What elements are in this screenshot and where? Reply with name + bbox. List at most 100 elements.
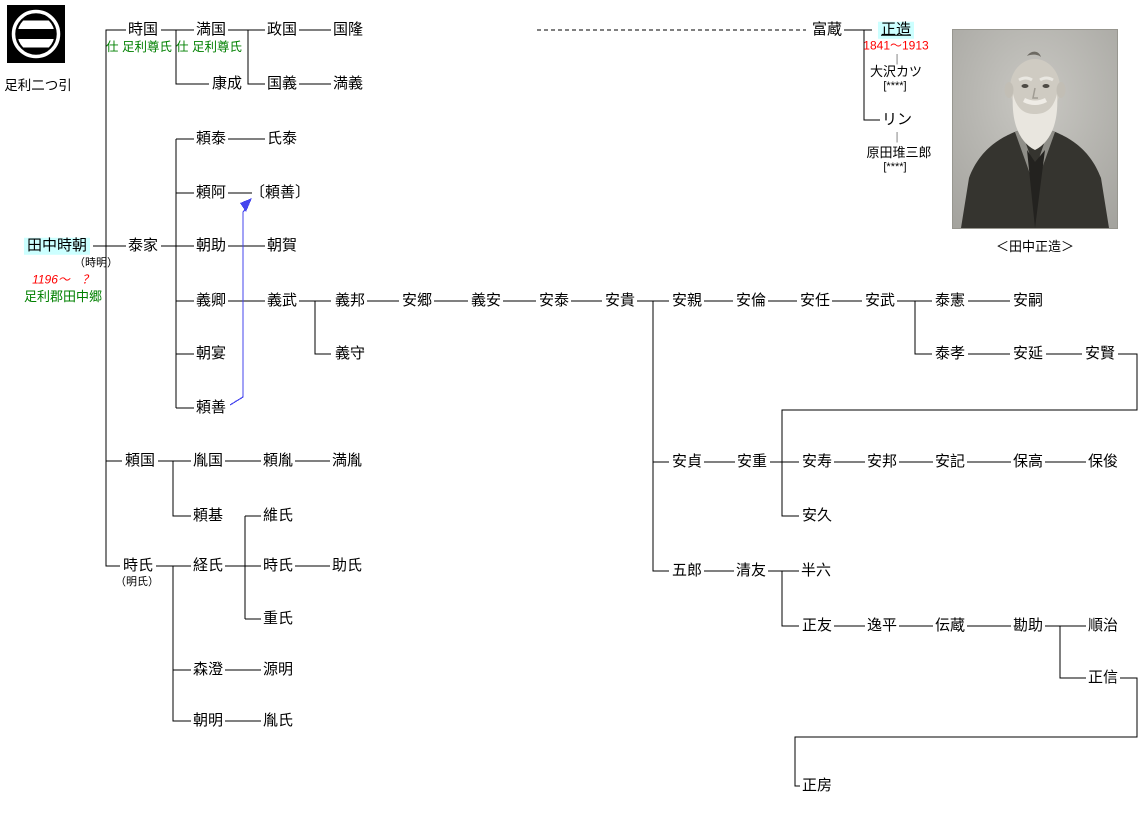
tree-line — [1059, 626, 1086, 679]
person-node: 時国 — [127, 20, 159, 38]
person-node: （時明） — [74, 256, 118, 269]
person-node: | — [895, 52, 899, 65]
person-node: 安貞 — [671, 452, 703, 470]
tree-line — [863, 30, 880, 121]
person-node: 国義 — [266, 74, 298, 92]
person-node: 頼阿 — [195, 183, 227, 201]
person-node: 頼胤 — [262, 451, 294, 469]
person-node: [****] — [883, 79, 907, 92]
person-node: 満胤 — [331, 451, 363, 469]
person-node: 泰家 — [127, 236, 159, 254]
lifespan-note: 1841〜1913 — [863, 38, 929, 53]
person-node: 正友 — [801, 616, 833, 634]
portrait-photo — [952, 29, 1118, 229]
person-node: 安貴 — [604, 291, 636, 309]
adoption-arrow-line — [229, 205, 249, 406]
person-node-tanaka-tokitomo-root: 田中時朝 — [23, 237, 91, 255]
crest-label: 足利二つ引 — [4, 78, 72, 93]
tree-line — [781, 571, 799, 627]
person-node: 朝明 — [192, 711, 224, 729]
person-node: 安親 — [671, 291, 703, 309]
person-node: 安賢 — [1084, 344, 1116, 362]
person-node: リン — [881, 110, 913, 128]
tree-line — [172, 461, 191, 517]
person-node: 朝宴 — [195, 344, 227, 362]
person-node: 義守 — [334, 344, 366, 362]
person-node-shozo-highlighted: 正造 — [877, 21, 915, 39]
person-node: 頼善 — [195, 398, 227, 416]
tree-line — [794, 677, 1138, 787]
person-node: 義卿 — [195, 291, 227, 309]
person-node: 安任 — [799, 291, 831, 309]
person-node: 〔頼善〕 — [249, 183, 311, 201]
person-node: 勘助 — [1012, 616, 1044, 634]
photo-caption: ＜田中正造＞ — [995, 239, 1074, 254]
lifespan-note: 1196〜 ？ — [32, 272, 94, 287]
person-node: 義安 — [470, 291, 502, 309]
person-node: 安泰 — [538, 291, 570, 309]
person-node: 順治 — [1087, 616, 1119, 634]
tree-line — [247, 30, 265, 85]
person-node: 義武 — [266, 291, 298, 309]
person-node: 森澄 — [192, 660, 224, 678]
person-node: 維氏 — [262, 506, 294, 524]
person-node: 朝賀 — [266, 236, 298, 254]
tree-line — [314, 301, 331, 355]
person-node: 安郷 — [401, 291, 433, 309]
person-node: 頼基 — [192, 506, 224, 524]
person-node: 安武 — [864, 291, 896, 309]
person-node: 胤氏 — [262, 711, 294, 729]
person-node: 頼泰 — [195, 129, 227, 147]
person-node: （明氏） — [115, 575, 159, 588]
person-node: | — [895, 130, 899, 143]
person-node: 朝助 — [195, 236, 227, 254]
person-node: 清友 — [735, 561, 767, 579]
ashikaga-crest-icon — [7, 5, 65, 63]
place-note: 足利郡田中郷 — [23, 288, 103, 304]
person-node: 仕 足利尊氏 — [176, 40, 242, 55]
tree-line — [652, 301, 669, 572]
person-node: 安重 — [736, 452, 768, 470]
person-node: 安記 — [934, 452, 966, 470]
person-node: 仕 足利尊氏 — [106, 40, 172, 55]
person-node: 経氏 — [192, 556, 224, 574]
spouse-node: 大沢カツ — [869, 63, 923, 79]
person-node: 源明 — [262, 660, 294, 678]
tree-line — [105, 29, 126, 567]
tree-line — [175, 30, 209, 85]
tree-line — [781, 353, 1138, 517]
person-node: 時氏 — [122, 556, 154, 574]
person-node: 義邦 — [334, 291, 366, 309]
person-node: 政国 — [266, 20, 298, 38]
person-node: 泰孝 — [934, 344, 966, 362]
tree-line — [172, 566, 191, 722]
person-node: 正信 — [1087, 668, 1119, 686]
person-node: 胤国 — [192, 451, 224, 469]
person-node: 半六 — [800, 561, 832, 579]
person-node: 正房 — [801, 776, 833, 794]
person-node: 助氏 — [331, 556, 363, 574]
person-node: 時氏 — [262, 556, 294, 574]
spouse-node: 原田琟三郎 — [866, 144, 932, 160]
person-node: 満義 — [332, 74, 364, 92]
adoption-arrow-head — [240, 198, 252, 212]
person-node: 逸平 — [866, 616, 898, 634]
person-node: [****] — [883, 160, 907, 173]
person-node: 安久 — [801, 506, 833, 524]
tree-line — [914, 301, 932, 355]
person-node: 保俊 — [1087, 452, 1119, 470]
person-node: 国隆 — [332, 20, 364, 38]
person-node: 安寿 — [801, 452, 833, 470]
person-node: 安嗣 — [1012, 291, 1044, 309]
person-node: 五郎 — [671, 561, 703, 579]
person-node: 保高 — [1012, 452, 1044, 470]
person-node: 泰憲 — [934, 291, 966, 309]
person-node: 満国 — [195, 20, 227, 38]
person-node: 伝蔵 — [934, 616, 966, 634]
person-node: 安邦 — [866, 452, 898, 470]
person-node: 頼国 — [124, 451, 156, 469]
person-node: 康成 — [211, 74, 243, 92]
person-node: 富蔵 — [811, 20, 843, 38]
